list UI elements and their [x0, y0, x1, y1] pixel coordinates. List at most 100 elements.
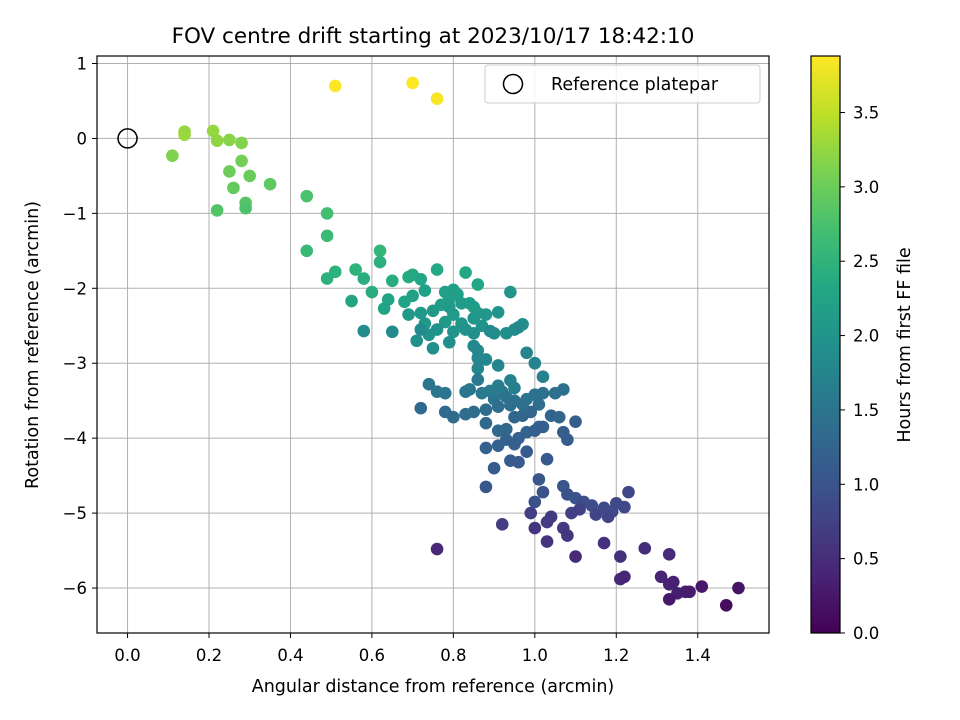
data-point: [524, 405, 538, 419]
data-point: [471, 362, 485, 375]
data-point: [438, 315, 452, 329]
colorbar-ticks: 0.0 0.5 1.0 1.5 2.0 2.5 3.0 3.5: [840, 104, 879, 643]
data-point: [471, 373, 485, 387]
data-point: [377, 302, 391, 315]
scatter-points: [166, 76, 745, 612]
x-tick-label: 0.2: [196, 646, 222, 665]
data-point: [495, 518, 509, 531]
data-point: [320, 229, 334, 243]
data-point: [561, 529, 574, 542]
x-tick-label: 1.4: [685, 646, 711, 665]
x-tick-label: 1.2: [603, 646, 629, 665]
data-point: [471, 278, 485, 291]
y-tick-label: −3: [63, 354, 87, 373]
data-point: [210, 204, 224, 217]
data-point: [227, 181, 240, 195]
x-tick-label: 0.6: [359, 646, 385, 665]
data-point: [528, 356, 542, 370]
data-point: [597, 536, 611, 550]
data-point: [223, 165, 236, 178]
data-point: [426, 304, 440, 318]
data-point: [447, 325, 460, 339]
data-point: [491, 305, 505, 319]
data-point: [491, 400, 505, 413]
data-point: [479, 403, 493, 416]
data-point: [430, 92, 444, 106]
data-point: [373, 255, 387, 269]
data-point: [662, 548, 676, 561]
legend-label: Reference platepar: [551, 75, 719, 95]
data-point: [638, 542, 652, 555]
data-point: [618, 500, 631, 514]
legend-marker: [502, 73, 524, 95]
data-point: [540, 515, 554, 529]
reference-platepar-marker: [117, 128, 138, 149]
x-axis-ticks: 0.0 0.2 0.4 0.6 0.8 1.0 1.2 1.4: [114, 633, 711, 665]
y-tick-label: −5: [63, 504, 87, 523]
data-point: [565, 506, 578, 520]
data-point: [300, 189, 314, 203]
x-tick-label: 0.8: [440, 646, 466, 665]
data-point: [418, 284, 432, 297]
data-point: [414, 401, 428, 415]
data-point: [512, 455, 525, 469]
data-point: [540, 452, 554, 466]
data-point: [263, 177, 277, 191]
x-tick-label: 0.0: [114, 646, 140, 665]
y-tick-label: −2: [63, 279, 87, 298]
data-point: [467, 311, 481, 325]
data-point: [601, 510, 615, 524]
data-point: [561, 433, 574, 446]
data-point: [210, 134, 224, 147]
data-point: [459, 266, 472, 279]
data-point: [504, 398, 517, 412]
data-point: [536, 386, 550, 400]
data-point: [438, 405, 452, 419]
legend-box: [484, 64, 761, 104]
data-point: [406, 289, 419, 303]
data-point: [719, 598, 733, 612]
data-point: [540, 535, 554, 548]
legend: Reference platepar: [484, 64, 761, 104]
data-point: [654, 570, 668, 584]
data-point: [528, 521, 542, 535]
x-axis-label: Angular distance from reference (arcmin): [252, 677, 615, 697]
data-point: [459, 407, 472, 421]
colorbar-tick-label: 3.5: [853, 104, 879, 123]
data-point: [243, 169, 257, 183]
data-point: [357, 324, 371, 338]
data-point: [520, 346, 533, 360]
data-point: [695, 580, 709, 593]
data-point: [373, 244, 387, 258]
data-point: [532, 473, 546, 486]
data-point: [622, 485, 635, 499]
data-point: [516, 398, 529, 411]
data-point: [235, 136, 248, 150]
y-tick-label: −1: [63, 204, 87, 223]
data-point: [320, 272, 334, 285]
data-point: [504, 285, 517, 299]
data-point: [422, 377, 436, 391]
colorbar-tick-label: 2.0: [853, 327, 879, 346]
x-tick-label: 1.0: [522, 646, 548, 665]
colorbar-tick-label: 0.0: [853, 624, 879, 643]
data-point: [618, 570, 631, 584]
x-tick-label: 0.4: [277, 646, 303, 665]
data-point: [589, 508, 603, 521]
data-point: [512, 320, 525, 334]
data-point: [385, 325, 399, 339]
data-point: [365, 285, 379, 299]
data-point: [536, 485, 550, 499]
data-point: [614, 550, 627, 563]
colorbar-tick-label: 1.0: [853, 475, 879, 494]
data-point: [235, 154, 248, 168]
colorbar-tick-label: 2.5: [853, 252, 879, 271]
chart-title: FOV centre drift starting at 2023/10/17 …: [172, 24, 695, 49]
data-point: [520, 445, 533, 458]
data-point: [438, 386, 452, 400]
colorbar-tick-label: 0.5: [853, 550, 879, 569]
data-point: [508, 437, 521, 451]
data-point: [500, 422, 513, 436]
data-point: [536, 420, 550, 434]
